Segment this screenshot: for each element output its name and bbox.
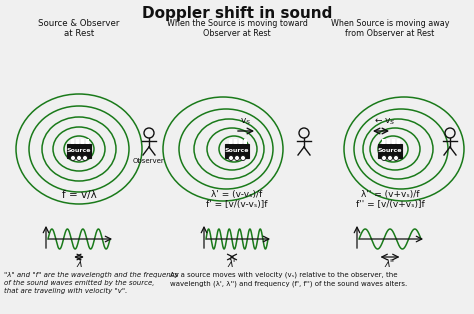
Text: When the Source is moving toward
Observer at Rest: When the Source is moving toward Observe… [166, 19, 308, 38]
Circle shape [76, 155, 82, 160]
Text: λ": λ" [385, 259, 395, 269]
Circle shape [235, 155, 239, 160]
Text: "λ" and "f" are the wavelength and the frequency
of the sound waves emitted by t: "λ" and "f" are the wavelength and the f… [4, 272, 179, 295]
Text: λ'' = (v+vₛ)/f
f'' = [v/(v+vₛ)]f: λ'' = (v+vₛ)/f f'' = [v/(v+vₛ)]f [356, 190, 424, 209]
Bar [234, 139, 237, 144]
Text: When Source is moving away
from Observer at Rest: When Source is moving away from Observer… [331, 19, 449, 38]
Text: Source: Source [225, 148, 249, 153]
Circle shape [228, 155, 234, 160]
Text: λ: λ [76, 259, 82, 269]
Bar [378, 144, 402, 158]
Bar [229, 139, 232, 144]
Bar [392, 139, 395, 144]
Text: λ': λ' [228, 259, 236, 269]
Bar [81, 139, 84, 144]
Circle shape [71, 155, 75, 160]
Text: As a source moves with velocity (vₛ) relative to the observer, the
wavelength (λ: As a source moves with velocity (vₛ) rel… [170, 272, 407, 287]
Text: λ' = (v-vₛ)/f
f' = [v/(v-vₛ)]f: λ' = (v-vₛ)/f f' = [v/(v-vₛ)]f [206, 190, 268, 209]
Bar [86, 139, 89, 144]
Bar [244, 139, 247, 144]
Bar [239, 139, 242, 144]
Text: Source & Observer
at Rest: Source & Observer at Rest [38, 19, 120, 38]
Bar [67, 144, 91, 158]
Bar [382, 139, 385, 144]
Circle shape [382, 155, 386, 160]
Text: Doppler shift in sound: Doppler shift in sound [142, 6, 332, 21]
Bar [76, 139, 79, 144]
Text: Observer: Observer [133, 158, 165, 164]
Text: f = v/λ: f = v/λ [62, 190, 96, 200]
Circle shape [388, 155, 392, 160]
Bar [225, 144, 249, 158]
Circle shape [393, 155, 399, 160]
Text: Source: Source [378, 148, 402, 153]
Text: Source: Source [67, 148, 91, 153]
Bar [387, 139, 390, 144]
Circle shape [240, 155, 246, 160]
Bar [397, 139, 400, 144]
Text: v$_S$: v$_S$ [240, 116, 252, 127]
Circle shape [82, 155, 88, 160]
Bar [71, 139, 74, 144]
Text: ← v$_S$: ← v$_S$ [374, 116, 396, 127]
